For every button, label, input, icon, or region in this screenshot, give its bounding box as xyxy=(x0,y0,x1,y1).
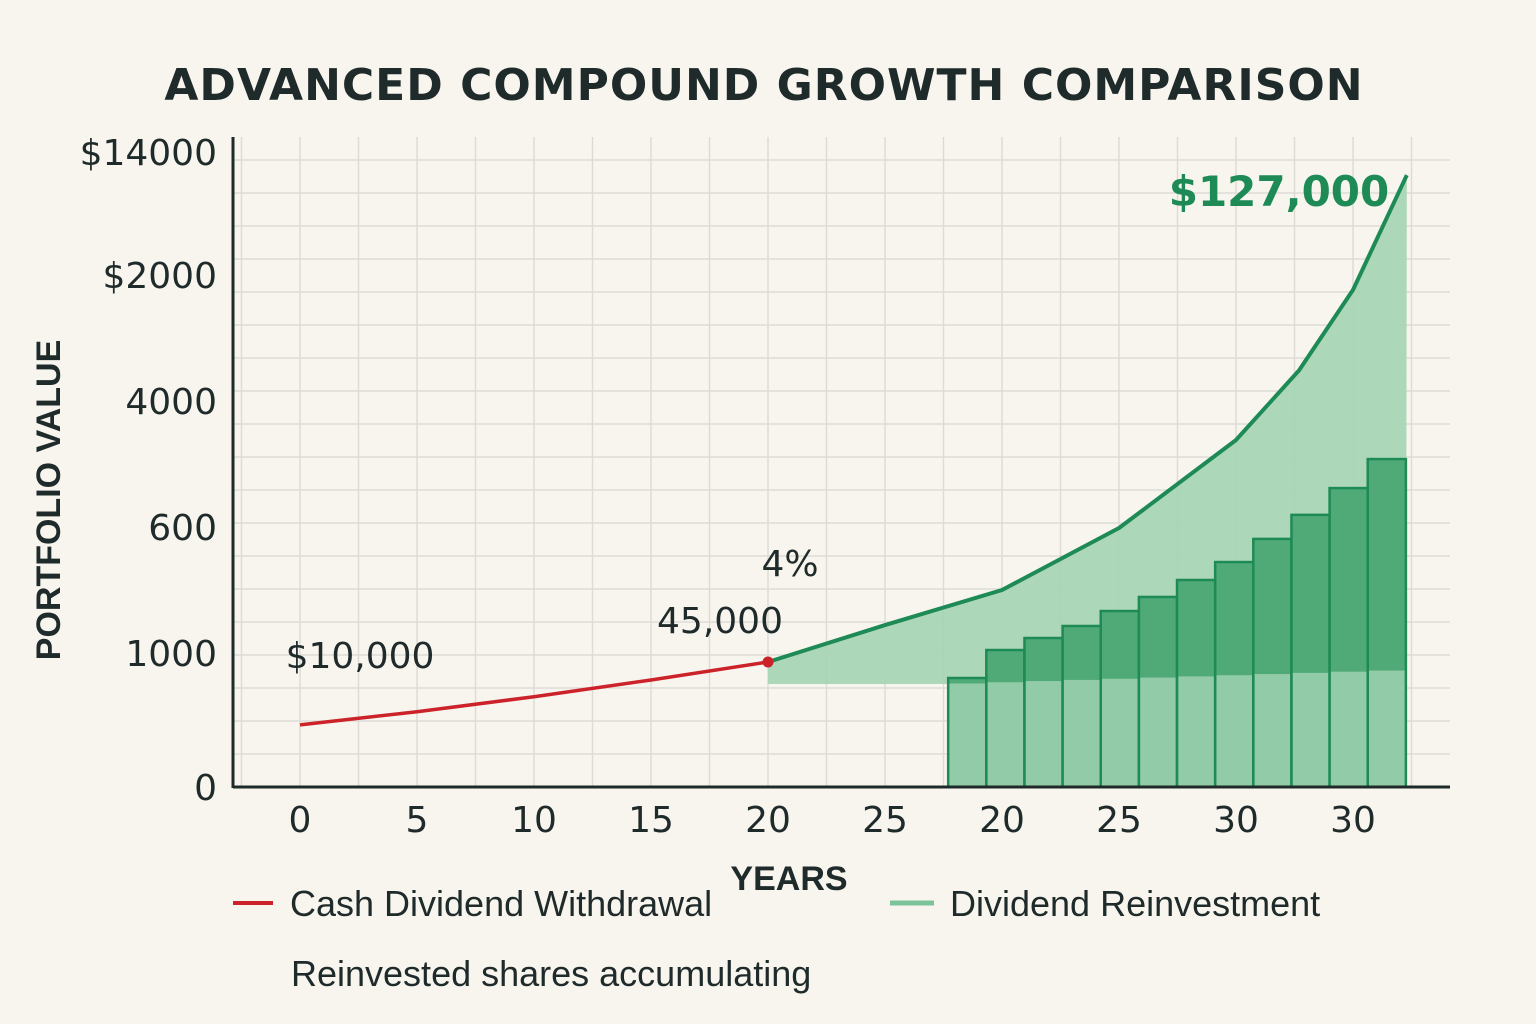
x-tick-label: 25 xyxy=(862,800,908,841)
bar-top xyxy=(1367,459,1406,671)
bar-base xyxy=(1024,681,1063,787)
y-tick-label: 0 xyxy=(194,768,217,809)
x-axis-label: YEARS xyxy=(730,860,847,898)
cash-withdrawal-line xyxy=(299,660,769,727)
x-tick-label: 30 xyxy=(1213,800,1259,841)
bar-base xyxy=(1291,672,1330,787)
x-tick-label: 20 xyxy=(979,800,1025,841)
bar-top xyxy=(948,678,987,684)
annotation-rate: 4% xyxy=(761,544,818,585)
y-ticks: 0 1000 600 4000 $2000 $14000 xyxy=(80,133,217,809)
legend-bars-label: Reinvested shares accumulating xyxy=(291,953,811,994)
x-tick-label: 0 xyxy=(289,800,312,841)
y-tick-label: 600 xyxy=(148,508,217,549)
x-tick-label: 25 xyxy=(1096,800,1142,841)
bar-base xyxy=(1138,677,1178,787)
bar-top xyxy=(1024,638,1063,682)
y-axis-label: PORTFOLIO VALUE xyxy=(30,340,68,660)
bar-base xyxy=(1215,675,1254,787)
annotation-mid-value: 45,000 xyxy=(657,601,783,642)
x-tick-label: 15 xyxy=(628,800,674,841)
bar-base xyxy=(948,683,987,787)
bar-top xyxy=(1138,596,1178,678)
annotation-end-value: $127,000 xyxy=(1169,167,1390,216)
x-tick-label: 20 xyxy=(745,800,791,841)
bar-base xyxy=(1100,678,1139,787)
legend: Cash Dividend Withdrawal Dividend Reinve… xyxy=(233,883,1320,994)
bar-top xyxy=(1329,488,1368,672)
x-tick-label: 10 xyxy=(511,800,557,841)
x-tick-label: 30 xyxy=(1330,800,1376,841)
reinvestment-line xyxy=(767,174,1409,664)
bar-top xyxy=(1291,514,1330,673)
bar-base xyxy=(1253,674,1292,787)
bar-base xyxy=(1329,671,1368,787)
bar-base xyxy=(986,682,1025,787)
bar-top xyxy=(1177,579,1216,677)
bar-top xyxy=(1253,538,1292,675)
bar-top xyxy=(1062,625,1101,680)
x-tick-label: 5 xyxy=(406,800,429,841)
lines xyxy=(299,174,1409,727)
bar-top xyxy=(986,650,1025,683)
transition-point xyxy=(762,656,774,668)
legend-reinvest-label: Dividend Reinvestment xyxy=(950,883,1320,924)
bar-base xyxy=(1177,676,1216,787)
y-tick-label: 4000 xyxy=(125,382,217,423)
legend-cash-label: Cash Dividend Withdrawal xyxy=(290,883,712,924)
annotation-start-value: $10,000 xyxy=(286,636,435,677)
chart-title: ADVANCED COMPOUND GROWTH COMPARISON xyxy=(164,60,1363,111)
x-ticks: 0 5 10 15 20 25 20 25 30 30 xyxy=(289,800,1376,841)
bar-top xyxy=(1100,611,1139,679)
bar-base xyxy=(1062,679,1101,787)
axes xyxy=(231,137,1450,789)
bar-top xyxy=(1215,562,1254,676)
y-tick-label: 1000 xyxy=(125,634,217,675)
y-tick-label: $2000 xyxy=(102,256,217,297)
bar-base xyxy=(1367,670,1406,787)
y-tick-label: $14000 xyxy=(80,133,217,174)
